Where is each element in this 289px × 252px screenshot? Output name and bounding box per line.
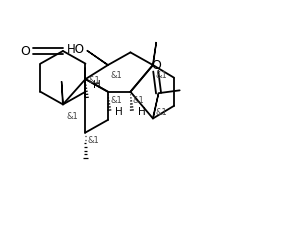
Text: H: H bbox=[93, 80, 101, 90]
Text: O: O bbox=[151, 58, 161, 71]
Polygon shape bbox=[62, 82, 63, 105]
Polygon shape bbox=[153, 94, 159, 119]
Text: O: O bbox=[21, 45, 31, 58]
Text: &1: &1 bbox=[66, 111, 78, 120]
Text: H: H bbox=[115, 107, 123, 117]
Text: H: H bbox=[138, 107, 146, 117]
Polygon shape bbox=[153, 43, 156, 66]
Text: &1: &1 bbox=[110, 71, 122, 80]
Text: &1: &1 bbox=[88, 76, 100, 85]
Text: &1: &1 bbox=[110, 95, 122, 104]
Polygon shape bbox=[87, 51, 108, 66]
Text: &1: &1 bbox=[88, 135, 99, 144]
Text: &1: &1 bbox=[155, 71, 167, 80]
Text: &1: &1 bbox=[133, 95, 144, 104]
Text: &1: &1 bbox=[155, 108, 167, 117]
Text: HO: HO bbox=[66, 43, 85, 56]
